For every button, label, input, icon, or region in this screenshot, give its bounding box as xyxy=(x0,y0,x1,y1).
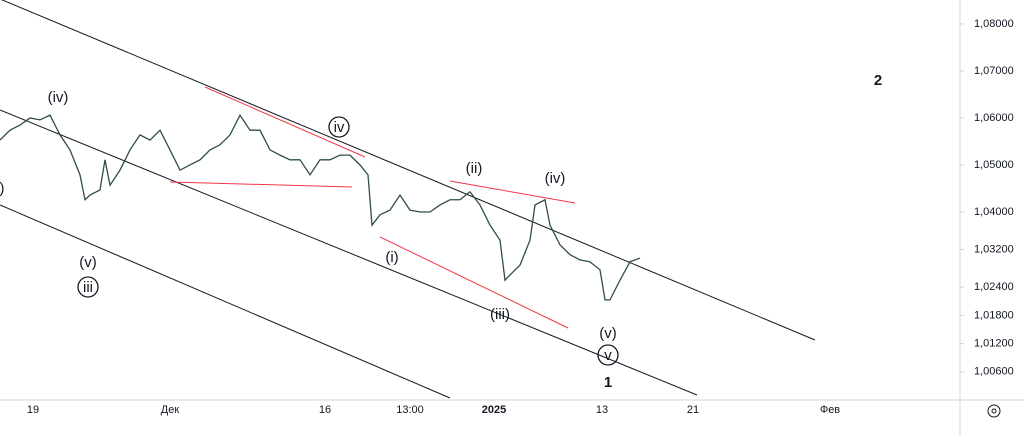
x-tick-label: Фев xyxy=(820,404,840,416)
wave-label: v xyxy=(604,347,612,364)
y-tick-label: 1,07000 xyxy=(974,65,1014,77)
y-tick-label: 1,06000 xyxy=(974,112,1014,124)
wave-label: iv xyxy=(334,119,345,136)
wave-label: iii xyxy=(83,279,93,296)
x-tick-label: Дек xyxy=(161,404,180,416)
channel-upper xyxy=(1,0,816,341)
settings-icon[interactable] xyxy=(987,404,1001,418)
settings-button[interactable] xyxy=(987,404,1001,418)
channel-middle xyxy=(0,109,698,396)
y-tick-label: 1,03200 xyxy=(974,243,1014,255)
x-tick-label: 13 xyxy=(596,404,608,416)
wave-label: 1 xyxy=(604,374,612,391)
y-tick-label: 1,05000 xyxy=(974,159,1014,171)
channel-lower xyxy=(0,204,451,399)
wave-label: (i) xyxy=(385,249,398,266)
wave-label: ) xyxy=(0,180,5,197)
wave-label: (iv) xyxy=(545,170,566,187)
settings-icon-core[interactable] xyxy=(991,408,997,414)
y-tick-label: 1,01800 xyxy=(974,309,1014,321)
wave-label: (v) xyxy=(79,254,97,271)
y-tick-label: 1,01200 xyxy=(974,338,1014,350)
trend-line xyxy=(449,180,576,204)
x-tick-label: 19 xyxy=(27,404,39,416)
y-tick-label: 1,04000 xyxy=(974,206,1014,218)
trend-line xyxy=(204,86,366,158)
trend-lines xyxy=(169,86,576,329)
x-tick-label: 2025 xyxy=(482,404,506,416)
x-tick-label: 21 xyxy=(687,404,699,416)
wave-label: (iii) xyxy=(490,306,510,323)
x-tick-label: 13:00 xyxy=(396,404,424,416)
wave-circle xyxy=(77,276,99,298)
price-line xyxy=(0,113,641,301)
wave-label: (ii) xyxy=(466,160,483,177)
wave-circle xyxy=(597,344,619,366)
y-tick-label: 1,00600 xyxy=(974,366,1014,378)
wave-label: (v) xyxy=(599,325,617,342)
y-tick-label: 1,02400 xyxy=(974,281,1014,293)
trend-line xyxy=(169,181,353,188)
y-tick-label: 1,08000 xyxy=(974,18,1014,30)
channel-lines xyxy=(0,0,816,399)
trend-line xyxy=(379,236,569,329)
wave-circle xyxy=(328,116,350,138)
wave-label: (iv) xyxy=(48,89,69,106)
x-tick-label: 16 xyxy=(319,404,331,416)
wave-label: 2 xyxy=(874,72,882,89)
